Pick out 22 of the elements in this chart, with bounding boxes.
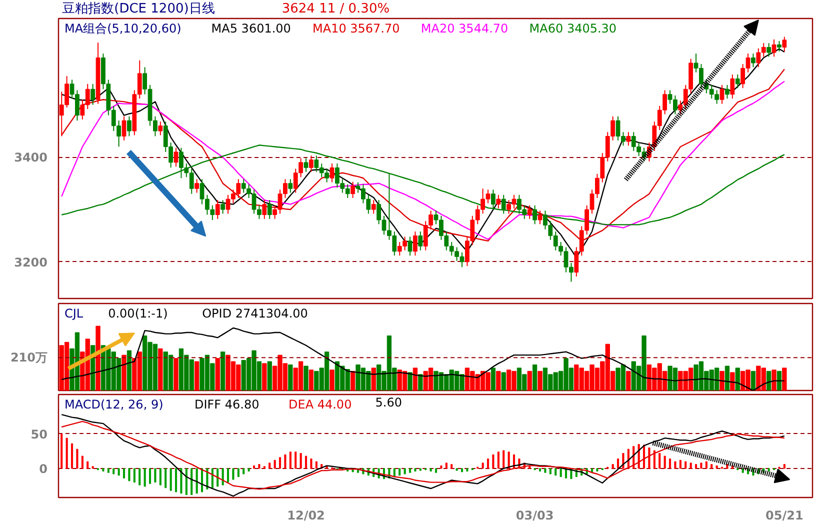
y-tick-label: 0 bbox=[39, 462, 48, 476]
x-tick-label: 12/02 bbox=[287, 508, 325, 522]
chart-subtitle: 3624 11 / 0.30% bbox=[282, 2, 390, 16]
text: MA20 3544.70 bbox=[420, 22, 508, 36]
legend-title: MACD(12, 26, 9) bbox=[64, 397, 164, 412]
y-tick-label: 3400 bbox=[14, 150, 48, 165]
annotation: 5.60 bbox=[375, 395, 402, 410]
x-tick-label: 03/03 bbox=[516, 508, 554, 522]
ref-line-label: 210万 bbox=[10, 350, 48, 365]
text: DEA 44.00 bbox=[288, 397, 352, 412]
series-label: 0.00(1:-1) bbox=[108, 306, 168, 320]
y-tick-label: 50 bbox=[30, 427, 48, 442]
legend-title: MA组合(5,10,20,60) bbox=[64, 22, 182, 36]
text: MA60 3405.30 bbox=[529, 22, 617, 36]
chart-title: 豆粕指数(DCE 1200)日线 bbox=[62, 2, 215, 16]
series-label: OPID 2741304.00 bbox=[202, 306, 308, 320]
y-tick-label: 3200 bbox=[14, 255, 48, 270]
x-tick-label: 05/21 bbox=[766, 508, 804, 522]
text: MA10 3567.70 bbox=[312, 22, 400, 36]
text: MA5 3601.00 bbox=[211, 22, 291, 36]
text: DIFF 46.80 bbox=[194, 397, 260, 412]
legend-title: CJL bbox=[64, 306, 84, 320]
